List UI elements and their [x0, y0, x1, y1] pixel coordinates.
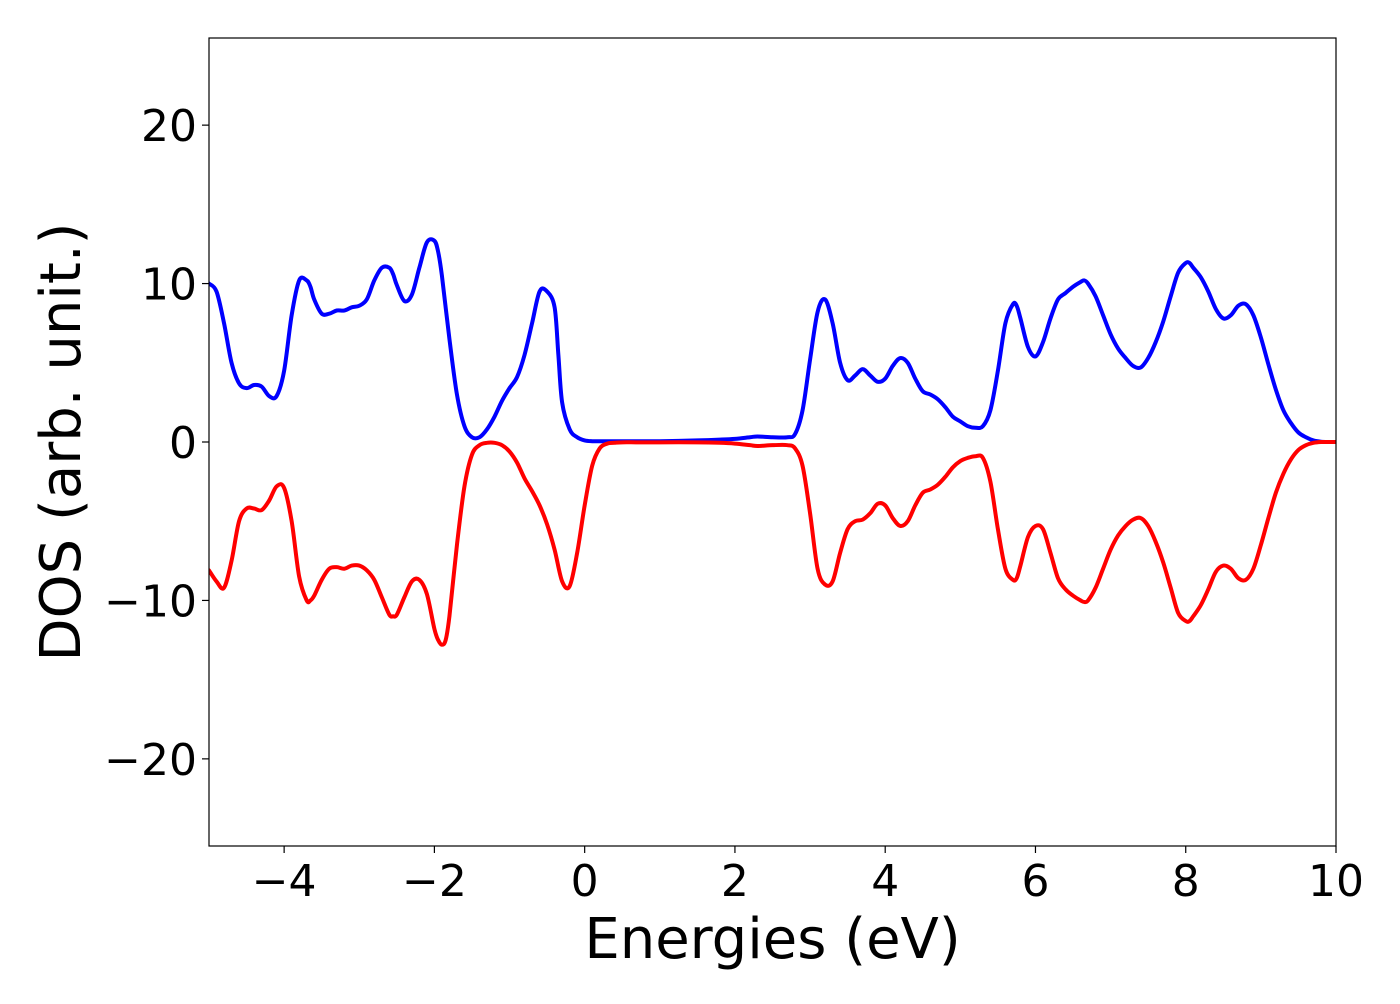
x-tick-label: 6 [1021, 856, 1049, 907]
y-tick-label: 0 [169, 418, 197, 469]
plot-area [209, 237, 1336, 647]
y-tick-label: 20 [141, 101, 197, 152]
y-tick-label: 10 [141, 260, 197, 311]
x-tick-label: 4 [871, 856, 899, 907]
series-line-lower [209, 439, 1336, 647]
x-tick-label: 2 [721, 856, 749, 907]
x-tick-label: −2 [402, 856, 467, 907]
y-tick-label: −20 [104, 735, 197, 786]
y-tick-label: −10 [104, 576, 197, 627]
series-line-upper [209, 237, 1336, 445]
x-tick-label: 10 [1308, 856, 1364, 907]
x-tick-label: 0 [571, 856, 599, 907]
y-axis-label: DOS (arb. unit.) [29, 222, 94, 661]
x-axis-label: Energies (eV) [584, 907, 960, 972]
x-tick-label: −4 [252, 856, 317, 907]
x-tick-label: 8 [1172, 856, 1200, 907]
plot-frame [208, 37, 1337, 847]
